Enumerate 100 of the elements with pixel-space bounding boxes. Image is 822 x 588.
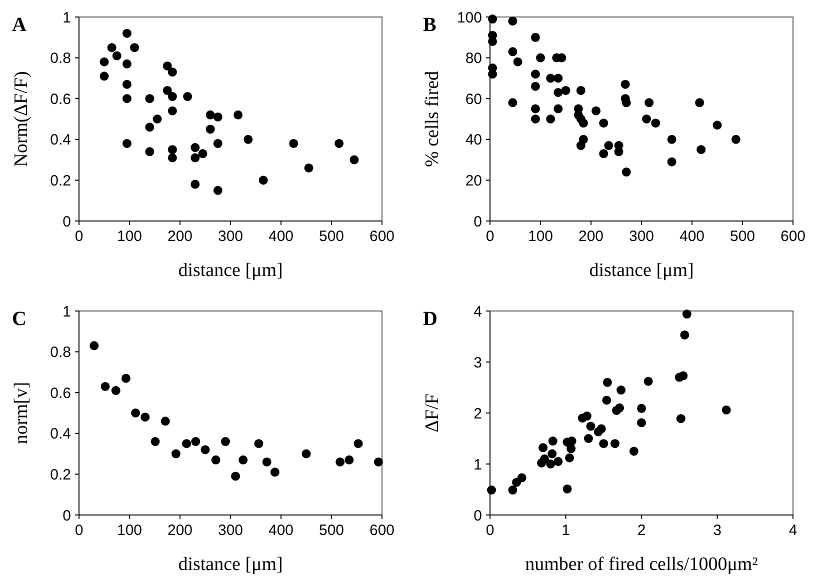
x-tick-label: 100 — [116, 228, 142, 245]
point — [191, 437, 200, 446]
point — [562, 484, 572, 494]
point — [548, 436, 558, 446]
y-tick-label: 0.6 — [50, 90, 71, 108]
point — [599, 118, 608, 128]
point — [100, 72, 109, 81]
point — [107, 43, 116, 52]
point — [152, 114, 162, 124]
x-tick-label: 300 — [218, 522, 244, 539]
point — [696, 145, 706, 154]
y-tick-label: 60 — [465, 90, 482, 108]
point — [554, 74, 563, 83]
x-tick-label: 500 — [318, 228, 344, 245]
point — [546, 460, 556, 468]
point — [622, 168, 631, 177]
y-tick-label: 80 — [465, 50, 482, 68]
y-tick-label: 0 — [62, 507, 71, 524]
y-tick-label: 3 — [474, 354, 482, 372]
y-tick-label: 1 — [474, 456, 482, 474]
point — [620, 80, 630, 89]
x-tick-label: 400 — [679, 228, 705, 245]
y-tick-label: 0.2 — [50, 466, 71, 484]
point — [678, 371, 688, 380]
x-tick-label: 300 — [628, 228, 654, 245]
point — [262, 457, 272, 466]
x-tick-label: 600 — [369, 522, 395, 539]
point — [112, 51, 122, 60]
point — [616, 386, 626, 395]
point — [530, 104, 540, 114]
x-tick-label: 300 — [218, 228, 244, 245]
point — [238, 455, 248, 464]
point — [642, 114, 652, 124]
point — [676, 414, 686, 424]
x-tick-label: 1 — [562, 522, 570, 539]
point — [596, 424, 606, 434]
x-tick-label: 100 — [528, 228, 554, 245]
point — [168, 106, 177, 116]
point — [487, 486, 496, 495]
x-tick-label: 3 — [713, 522, 722, 539]
point — [244, 134, 253, 144]
point — [231, 472, 240, 481]
point — [182, 439, 192, 448]
point — [548, 449, 557, 458]
chart-title: C — [12, 308, 26, 330]
point — [565, 453, 574, 462]
point — [121, 374, 130, 383]
point — [145, 147, 154, 156]
x-tick-label: 500 — [318, 522, 344, 539]
x-tick-label: 100 — [116, 522, 142, 539]
point — [213, 112, 222, 122]
point — [354, 439, 363, 448]
point — [602, 378, 612, 387]
y-tick-label: 4 — [474, 303, 482, 320]
x-tick-label: 0 — [486, 228, 494, 245]
point — [140, 412, 150, 422]
point — [304, 163, 314, 172]
point — [90, 341, 99, 350]
x-tick-label: 2 — [637, 522, 646, 539]
point — [722, 405, 731, 414]
point — [168, 68, 177, 77]
point — [682, 310, 692, 319]
x-tick-label: 4 — [788, 522, 798, 539]
x-tick-label: 600 — [369, 228, 395, 245]
point — [508, 98, 518, 108]
point — [508, 486, 518, 495]
point — [530, 114, 540, 124]
point — [592, 106, 601, 116]
y-axis-title: Norm(ΔF/F) — [11, 71, 32, 167]
point — [160, 416, 170, 426]
point — [234, 110, 243, 120]
point — [162, 86, 172, 95]
y-tick-label: 0 — [62, 213, 71, 230]
y-tick-label: 40 — [465, 132, 482, 149]
x-tick-label: 0 — [486, 522, 494, 539]
x-tick-label: 0 — [74, 522, 84, 539]
point — [667, 157, 676, 166]
point — [374, 457, 383, 466]
point — [644, 376, 653, 386]
chart-title: B — [423, 14, 436, 36]
x-tick-label: 200 — [578, 228, 604, 245]
point — [200, 445, 210, 454]
point — [680, 330, 690, 340]
point — [554, 88, 563, 97]
point — [344, 455, 354, 464]
chart-title: A — [12, 14, 27, 36]
point — [695, 98, 704, 108]
point — [122, 80, 132, 89]
point — [206, 124, 215, 134]
x-tick-label: 200 — [167, 228, 193, 245]
x-tick-label: 400 — [268, 522, 294, 539]
point — [168, 153, 177, 162]
y-tick-label: 1 — [62, 303, 71, 320]
x-tick-label: 0 — [74, 228, 84, 245]
point — [100, 57, 109, 66]
point — [604, 141, 614, 150]
point — [584, 434, 593, 443]
point — [150, 437, 160, 446]
y-tick-label: 0 — [474, 507, 482, 524]
point — [122, 138, 132, 148]
